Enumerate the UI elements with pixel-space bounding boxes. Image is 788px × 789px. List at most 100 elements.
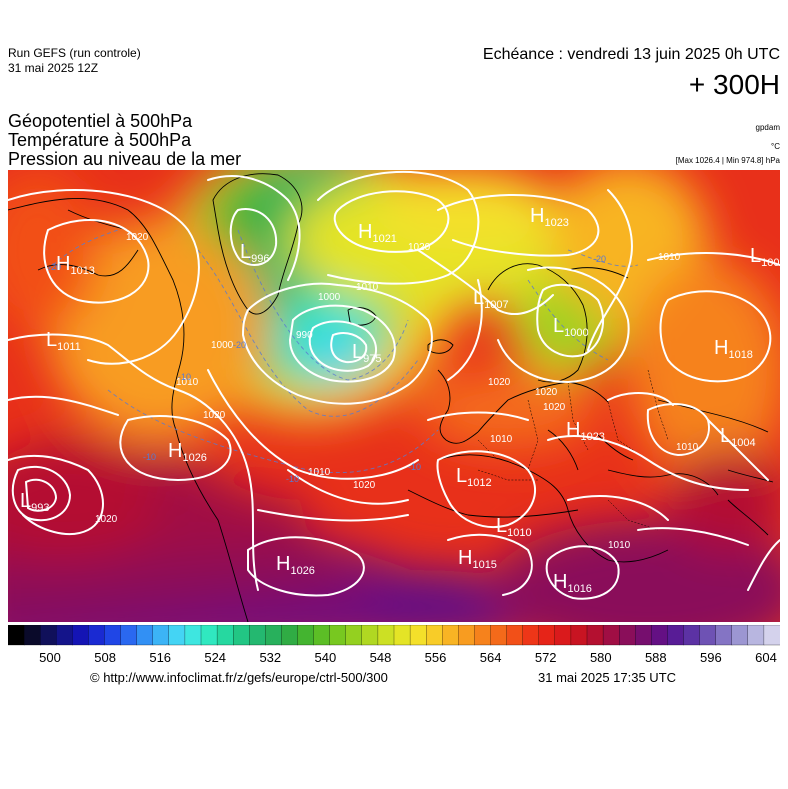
legend-tick-label: 524 — [204, 650, 226, 665]
unit-gpdam: gpdam — [755, 123, 780, 132]
isobar-label: 1000 — [211, 340, 234, 351]
legend-swatch — [377, 625, 395, 646]
isobar-label: 1020 — [95, 514, 118, 525]
legend-swatch — [136, 625, 154, 646]
legend-swatch — [233, 625, 250, 646]
pressure-center-value: 1023 — [544, 217, 568, 229]
isobars — [8, 170, 780, 600]
pressure-center-value: 1021 — [372, 233, 396, 245]
legend-tick-label: 588 — [645, 650, 667, 665]
valid-time: Echéance : vendredi 13 juin 2025 0h UTC — [482, 46, 780, 63]
legend-tick-label: 548 — [370, 650, 392, 665]
isobar-label: 1020 — [203, 410, 226, 421]
pressure-center-value: 1015 — [472, 559, 496, 571]
footer-url[interactable]: © http://www.infoclimat.fr/z/gefs/europe… — [90, 670, 388, 685]
legend-swatch — [490, 625, 508, 646]
isobar-label: 1020 — [543, 402, 566, 413]
legend-tick-label: 556 — [425, 650, 447, 665]
legend-swatch — [602, 625, 620, 646]
temperature-label: -10 — [408, 462, 421, 472]
legend-tick-label: 532 — [259, 650, 281, 665]
legend-tick-label: 580 — [590, 650, 612, 665]
legend-swatch — [249, 625, 266, 646]
legend-swatch — [538, 625, 556, 646]
pressure-center-value: 1023 — [580, 431, 604, 443]
legend-tick-label: 596 — [700, 650, 722, 665]
legend-swatch — [184, 625, 202, 646]
legend-swatch — [313, 625, 331, 646]
legend-tick-label: 540 — [315, 650, 337, 665]
temperature-label: -20 — [48, 262, 61, 272]
legend-swatch — [586, 625, 604, 646]
legend-ticks: 500 508 516 524 532 540 548 556 564 572 580 588 596 6… — [39, 650, 777, 665]
legend-swatch — [40, 625, 57, 646]
pressure-center-high: H1026 — [276, 553, 315, 577]
footer-generated: 31 mai 2025 17:35 UTC — [538, 670, 677, 685]
legend-swatch — [635, 625, 652, 646]
legend-swatch — [72, 625, 89, 646]
legend-swatch — [104, 625, 122, 646]
legend-swatch — [345, 625, 363, 646]
legend-swatch — [361, 625, 379, 646]
run-date: 31 mai 2025 12Z — [8, 61, 99, 75]
legend-tick-label: 516 — [149, 650, 171, 665]
temperature-field — [8, 170, 780, 622]
legend-swatch — [297, 625, 315, 646]
pressure-center-value: 993 — [31, 502, 49, 514]
isobar-label: 1010 — [356, 282, 379, 293]
isobar-label: 1010 — [608, 540, 631, 551]
coastlines — [8, 173, 774, 622]
temperature-labels: -20 -20 -10 -10 -10 -10 -20 — [48, 254, 606, 484]
pressure-center-value: 1011 — [57, 341, 81, 353]
pressure-center-value: 1016 — [567, 583, 591, 595]
legend-swatch — [329, 625, 347, 646]
legend-swatch — [522, 625, 540, 646]
temperature-label: -10 — [143, 452, 156, 462]
legend-swatch — [168, 625, 186, 646]
legend-swatch — [281, 625, 299, 646]
pressure-center-value: 1007 — [484, 299, 508, 311]
legend-tick-label: 508 — [94, 650, 116, 665]
legend-tick-label: 564 — [480, 650, 502, 665]
legend-swatches — [8, 625, 780, 646]
weather-map: 1020 1000 1010 990 1000 1020 1010 1020 1020 1010 1… — [8, 170, 780, 622]
temperature-label: -20 — [593, 254, 606, 264]
isobar-label: 1010 — [658, 252, 681, 263]
legend-swatch — [683, 625, 701, 646]
legend-swatch — [667, 625, 685, 646]
pressure-center-value: 996 — [251, 253, 269, 265]
run-title: Run GEFS (run controle) — [8, 46, 141, 60]
pressure-center-value: 1000 — [564, 327, 588, 339]
legend-swatch — [442, 625, 459, 646]
isobar-label: 1010 — [676, 442, 699, 453]
legend-swatch — [651, 625, 668, 646]
legend-tick-label: 500 — [39, 650, 61, 665]
isobar-labels: 1020 1000 1010 990 1000 1020 1010 1020 1020 1010 1… — [95, 232, 699, 551]
legend-swatch — [763, 625, 780, 646]
lead-time: + 300H — [688, 69, 780, 100]
legend-swatch — [265, 625, 282, 646]
legend-swatch — [8, 625, 25, 646]
legend-swatch — [747, 625, 765, 646]
pressure-center-value: 1018 — [728, 349, 752, 361]
legend-swatch — [23, 625, 41, 646]
legend-swatch — [699, 625, 717, 646]
legend-swatch — [426, 625, 443, 646]
isobar-label: 1010 — [176, 377, 199, 388]
field-geopotential: Géopotentiel à 500hPa — [8, 111, 193, 131]
isobar-label: 1000 — [318, 292, 341, 303]
legend-swatch — [393, 625, 411, 646]
pressure-center-value: 1026 — [290, 565, 314, 577]
temperature-label: -10 — [286, 474, 299, 484]
pressure-center-value: 1026 — [182, 452, 206, 464]
pressure-center-value: 1012 — [467, 477, 491, 489]
legend-swatch — [216, 625, 234, 646]
field-mslp: Pression au niveau de la mer — [8, 149, 242, 169]
legend-swatch — [474, 625, 492, 646]
isobar-label: 1020 — [408, 242, 431, 253]
isobar-label: 1020 — [353, 480, 376, 491]
pressure-center-value: 1004 — [731, 437, 755, 449]
legend-swatch — [570, 625, 588, 646]
legend-swatch — [554, 625, 572, 646]
pressure-center-value: 100 — [761, 257, 779, 269]
